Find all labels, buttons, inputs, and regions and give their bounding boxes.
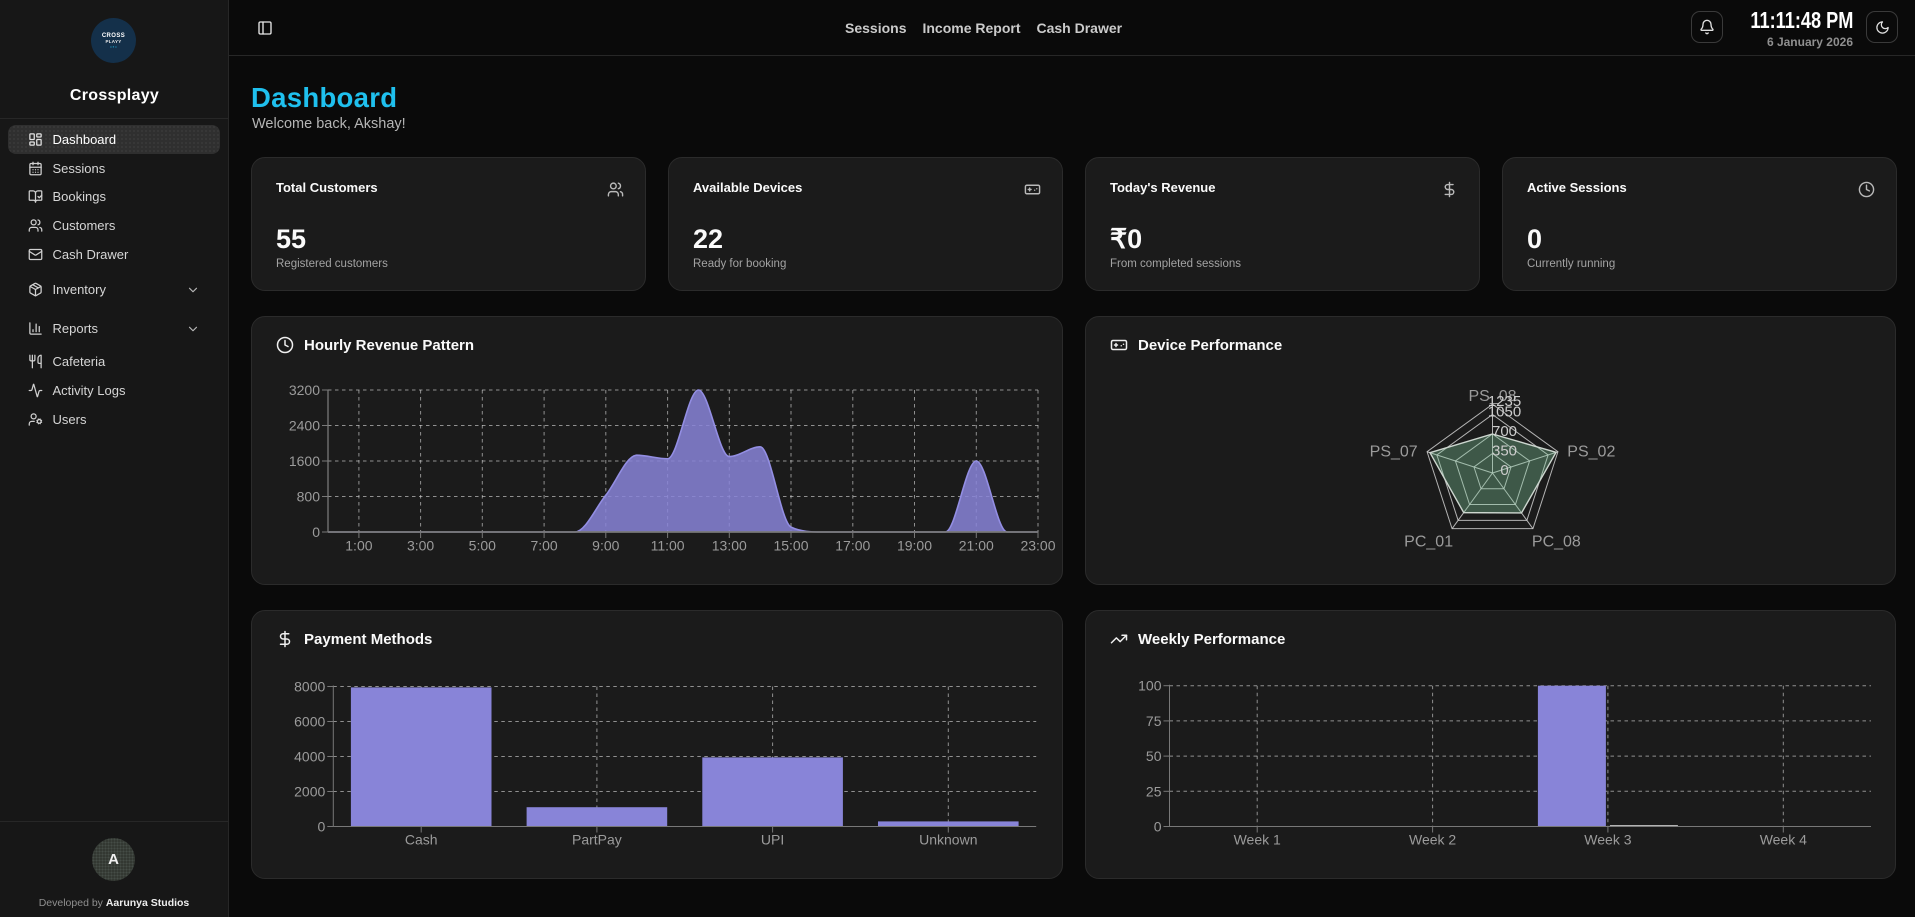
svg-text:15:00: 15:00 (773, 538, 808, 554)
svg-text:Week 4: Week 4 (1760, 832, 1807, 848)
svg-text:1050: 1050 (1488, 404, 1521, 421)
svg-text:5:00: 5:00 (469, 538, 496, 554)
svg-text:PC_01: PC_01 (1404, 534, 1453, 551)
svg-text:Week 1: Week 1 (1234, 832, 1281, 848)
svg-text:1235: 1235 (1488, 393, 1521, 410)
svg-text:19:00: 19:00 (897, 538, 932, 554)
svg-text:1600: 1600 (289, 453, 320, 469)
svg-text:13:00: 13:00 (712, 538, 747, 554)
svg-text:PartPay: PartPay (572, 832, 622, 848)
svg-text:Week 3: Week 3 (1584, 832, 1631, 848)
svg-text:Week 2: Week 2 (1409, 832, 1456, 848)
svg-text:UPI: UPI (761, 832, 784, 848)
svg-text:21:00: 21:00 (959, 538, 994, 554)
svg-text:2000: 2000 (294, 784, 325, 800)
svg-text:17:00: 17:00 (835, 538, 870, 554)
svg-text:23:00: 23:00 (1020, 538, 1055, 554)
svg-text:7:00: 7:00 (530, 538, 557, 554)
svg-text:PC_08: PC_08 (1532, 534, 1581, 551)
svg-text:Cash: Cash (405, 832, 438, 848)
svg-text:9:00: 9:00 (592, 538, 619, 554)
svg-text:700: 700 (1492, 423, 1517, 440)
svg-text:350: 350 (1492, 443, 1517, 460)
svg-text:3:00: 3:00 (407, 538, 434, 554)
svg-text:4000: 4000 (294, 749, 325, 765)
svg-text:Unknown: Unknown (919, 832, 977, 848)
svg-text:11:00: 11:00 (651, 538, 685, 554)
svg-text:800: 800 (297, 489, 321, 505)
svg-text:50: 50 (1146, 748, 1162, 764)
svg-text:0: 0 (1154, 819, 1162, 835)
svg-text:PS_07: PS_07 (1370, 444, 1418, 461)
svg-text:PS_02: PS_02 (1567, 444, 1615, 461)
svg-text:25: 25 (1146, 783, 1162, 799)
svg-text:PS_08: PS_08 (1468, 388, 1516, 405)
svg-text:1:00: 1:00 (345, 538, 372, 554)
svg-text:8000: 8000 (294, 679, 325, 695)
svg-text:6000: 6000 (294, 714, 325, 730)
svg-text:75: 75 (1146, 713, 1162, 729)
svg-text:0: 0 (1500, 462, 1508, 479)
svg-text:3200: 3200 (289, 382, 320, 398)
svg-text:0: 0 (312, 524, 320, 540)
svg-text:0: 0 (318, 819, 326, 835)
svg-text:2400: 2400 (289, 418, 320, 434)
svg-text:100: 100 (1138, 678, 1162, 694)
